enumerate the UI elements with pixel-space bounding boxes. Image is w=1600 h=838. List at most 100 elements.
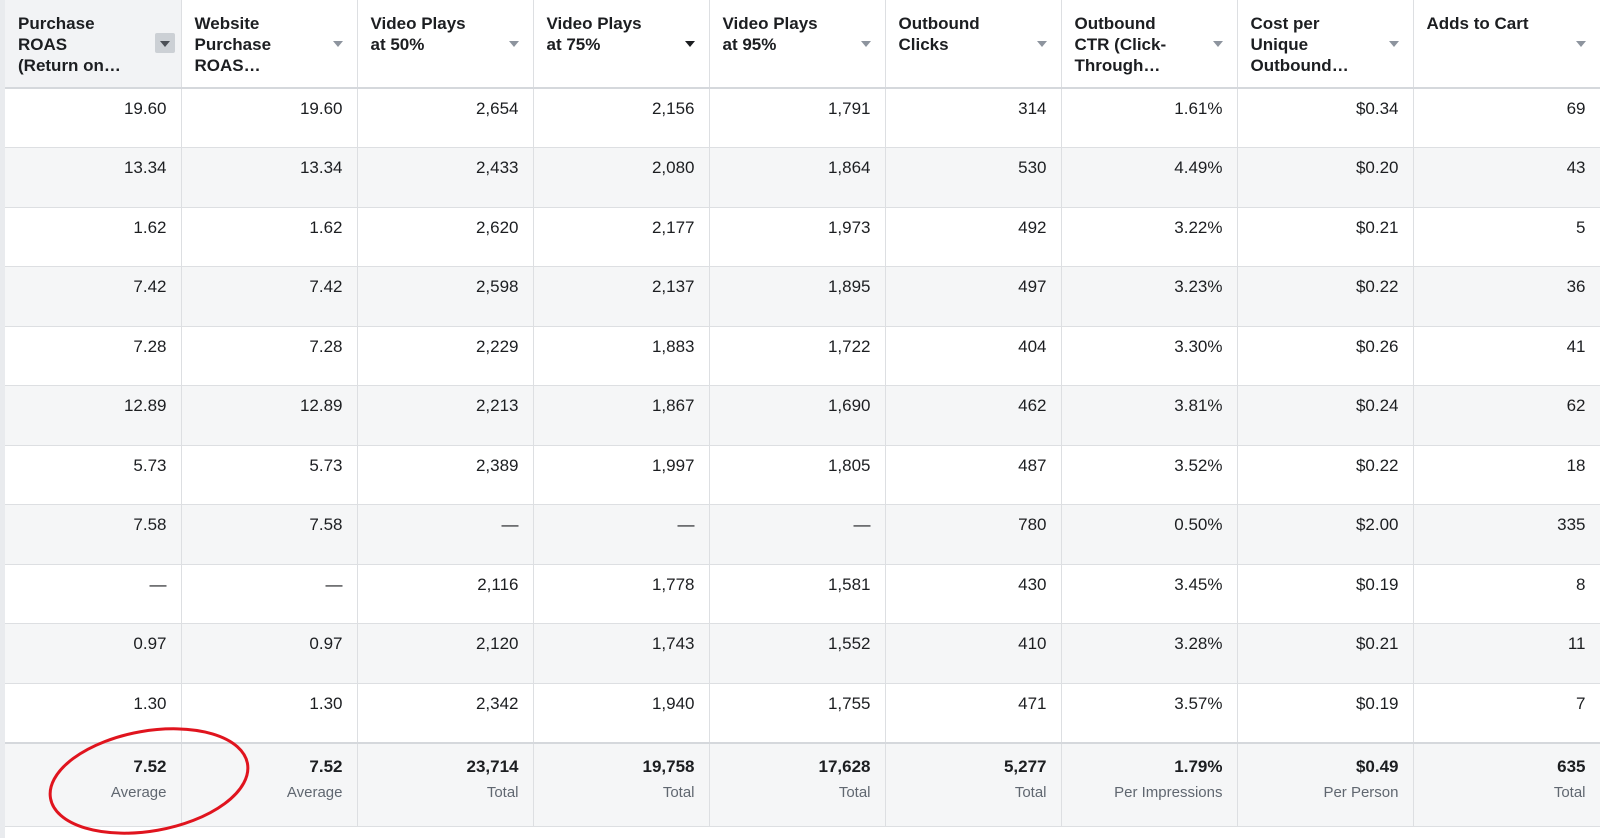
cell: 1.62 <box>181 207 358 267</box>
column-header[interactable]: Video Plays at 75% <box>533 0 710 89</box>
summary-value: 7.52 <box>133 756 167 776</box>
cell: 1.30 <box>5 683 182 743</box>
cell: 410 <box>885 623 1062 684</box>
summary-cell: 1.79% Per Impressions <box>1061 741 1238 827</box>
cell: $0.19 <box>1237 683 1414 743</box>
summary-cell: 17,628 Total <box>709 741 886 827</box>
cell: 7.58 <box>181 504 358 565</box>
cell: 7.42 <box>5 266 182 327</box>
cell: 430 <box>885 564 1062 624</box>
cell: 2,120 <box>357 623 534 684</box>
data-row: 0.97 0.97 2,120 1,743 1,552 410 3.28% $0.21 11 <box>5 623 1600 684</box>
cell: 1,552 <box>709 623 886 684</box>
cell: 1,997 <box>533 445 710 505</box>
summary-value: 635 <box>1557 756 1586 776</box>
header-row: Purchase ROAS (Return on… Website Purchase RO… <box>5 0 1600 89</box>
sort-icon <box>1388 41 1399 47</box>
cell: 13.34 <box>5 147 182 208</box>
cell: 1,867 <box>533 385 710 446</box>
cell: 7 <box>1413 683 1600 743</box>
column-header[interactable]: Purchase ROAS (Return on… <box>5 0 182 89</box>
header-text: at 95% <box>722 35 777 54</box>
cell: 2,654 <box>357 88 534 148</box>
cell: 5.73 <box>181 445 358 505</box>
cell: 1.61% <box>1061 88 1238 148</box>
cell: 7.42 <box>181 266 358 327</box>
cell: — <box>357 504 534 565</box>
summary-label: Total <box>1014 783 1047 801</box>
ads-table: Purchase ROAS (Return on… Website Purchase RO… <box>5 0 1600 827</box>
sort-icon <box>1575 41 1586 47</box>
cell: 7.58 <box>5 504 182 565</box>
cell: 0.97 <box>181 623 358 684</box>
summary-label: Total <box>486 783 519 801</box>
sort-icon <box>684 41 695 47</box>
cell: 1,883 <box>533 326 710 386</box>
cell: 1,581 <box>709 564 886 624</box>
header-text: ROAS <box>18 35 68 54</box>
header-text: Adds to Cart <box>1426 14 1529 33</box>
cell: $0.26 <box>1237 326 1414 386</box>
cell: — <box>181 564 358 624</box>
sort-icon <box>1212 41 1223 47</box>
column-header[interactable]: Cost per Unique Outbound… <box>1237 0 1414 89</box>
column-header[interactable]: Video Plays at 50% <box>357 0 534 89</box>
summary-row: 7.52 Average 7.52 Average 23,714 Total 19,758 T… <box>5 741 1600 827</box>
data-row: 13.34 13.34 2,433 2,080 1,864 530 4.49% $0.20 43 <box>5 147 1600 208</box>
cell: 1,973 <box>709 207 886 267</box>
cell: 2,156 <box>533 88 710 148</box>
summary-value: 19,758 <box>642 756 695 776</box>
column-header[interactable]: Outbound Clicks <box>885 0 1062 89</box>
cell: 4.49% <box>1061 147 1238 208</box>
cell: 0.50% <box>1061 504 1238 565</box>
column-header[interactable]: Adds to Cart <box>1413 0 1600 89</box>
sort-icon <box>159 41 170 47</box>
cell: 13.34 <box>181 147 358 208</box>
summary-label: Per Person <box>1323 783 1399 801</box>
cell: $0.21 <box>1237 623 1414 684</box>
cell: 1,864 <box>709 147 886 208</box>
column-header[interactable]: Website Purchase ROAS… <box>181 0 358 89</box>
summary-cell: 7.52 Average <box>181 741 358 827</box>
cell: 1,805 <box>709 445 886 505</box>
data-row: 12.89 12.89 2,213 1,867 1,690 462 3.81% $0.24 62 <box>5 385 1600 446</box>
data-row: 19.60 19.60 2,654 2,156 1,791 314 1.61% $0.34 69 <box>5 88 1600 148</box>
cell: 2,213 <box>357 385 534 446</box>
column-header[interactable]: Video Plays at 95% <box>709 0 886 89</box>
cell: 2,433 <box>357 147 534 208</box>
column-header[interactable]: Outbound CTR (Click- Through… <box>1061 0 1238 89</box>
cell: 2,116 <box>357 564 534 624</box>
cell: 3.81% <box>1061 385 1238 446</box>
cell: 2,620 <box>357 207 534 267</box>
cell: 3.28% <box>1061 623 1238 684</box>
cell: $0.22 <box>1237 445 1414 505</box>
cell: 487 <box>885 445 1062 505</box>
cell: 0.97 <box>5 623 182 684</box>
summary-cell: 7.52 Average <box>5 741 182 827</box>
cell: $0.24 <box>1237 385 1414 446</box>
cell: 36 <box>1413 266 1600 327</box>
cell: 3.45% <box>1061 564 1238 624</box>
header-text: CTR (Click- <box>1074 35 1167 54</box>
summary-cell: 23,714 Total <box>357 741 534 827</box>
cell: 3.52% <box>1061 445 1238 505</box>
cell: 1,895 <box>709 266 886 327</box>
sort-icon <box>332 41 343 47</box>
cell: 19.60 <box>181 88 358 148</box>
cell: 335 <box>1413 504 1600 565</box>
header-text: Outbound… <box>1250 56 1349 75</box>
cell: 3.30% <box>1061 326 1238 386</box>
cell: 2,598 <box>357 266 534 327</box>
data-row: 1.30 1.30 2,342 1,940 1,755 471 3.57% $0.19 7 <box>5 683 1600 743</box>
cell: $2.00 <box>1237 504 1414 565</box>
cell: 41 <box>1413 326 1600 386</box>
cell: — <box>709 504 886 565</box>
sort-icon <box>508 41 519 47</box>
cell: 7.28 <box>5 326 182 386</box>
cell: 3.23% <box>1061 266 1238 327</box>
header-text: (Return on… <box>18 56 121 75</box>
cell: 62 <box>1413 385 1600 446</box>
header-text: at 50% <box>370 35 425 54</box>
